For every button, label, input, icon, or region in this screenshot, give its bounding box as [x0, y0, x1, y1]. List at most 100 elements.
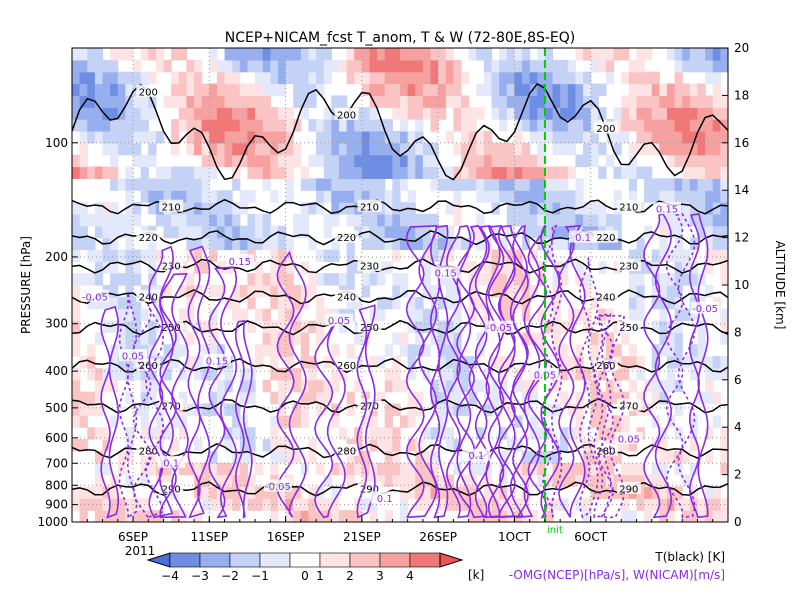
anomaly-cell	[293, 48, 302, 61]
anomaly-cell	[567, 213, 577, 227]
anomaly-cell	[560, 439, 569, 452]
anomaly-cell	[262, 332, 271, 345]
anomaly-cell	[697, 332, 706, 345]
vertical-motion-contour	[593, 313, 612, 519]
anomaly-cell	[598, 83, 607, 96]
anomaly-cell	[186, 273, 195, 286]
anomaly-cell	[522, 190, 531, 203]
anomaly-cell	[590, 95, 599, 108]
anomaly-cell	[674, 450, 683, 464]
anomaly-cell	[712, 415, 721, 428]
anomaly-cell	[285, 237, 294, 251]
anomaly-cell	[117, 48, 126, 61]
anomaly-cell	[125, 225, 134, 239]
anomaly-cell	[407, 439, 416, 452]
anomaly-cell	[270, 48, 279, 61]
anomaly-cell	[415, 498, 424, 511]
anomaly-cell	[636, 83, 645, 96]
anomaly-cell	[87, 403, 96, 416]
anomaly-cell	[575, 119, 584, 132]
anomaly-cell	[384, 296, 393, 310]
anomaly-cell	[186, 142, 195, 156]
anomaly-cell	[285, 48, 294, 61]
vertical-motion-contour	[665, 212, 696, 519]
anomaly-cell	[407, 308, 416, 322]
colorbar-segment	[409, 552, 441, 568]
vertical-motion-contour	[445, 224, 472, 519]
anomaly-cell	[171, 415, 180, 428]
anomaly-cell	[155, 462, 165, 476]
anomaly-cell	[262, 48, 271, 61]
anomaly-cell	[94, 95, 104, 108]
anomaly-cell	[110, 130, 119, 144]
anomaly-cell	[407, 59, 416, 73]
anomaly-cell	[400, 107, 409, 120]
anomaly-cell	[712, 486, 721, 499]
anomaly-cell	[438, 498, 447, 511]
anomaly-cell	[308, 367, 317, 381]
anomaly-cell	[102, 320, 111, 333]
anomaly-cell	[346, 166, 355, 179]
anomaly-cell	[712, 213, 721, 227]
anomaly-cell	[598, 213, 607, 227]
anomaly-cell	[407, 237, 416, 251]
anomaly-cell	[308, 237, 317, 251]
anomaly-cell	[682, 249, 691, 262]
anomaly-cell	[598, 462, 607, 476]
anomaly-cell	[544, 510, 554, 522]
anomaly-cell	[712, 95, 721, 108]
anomaly-cell	[361, 107, 371, 120]
anomaly-cell	[575, 356, 584, 369]
anomaly-cell	[499, 450, 508, 464]
anomaly-cell	[422, 166, 432, 179]
anomaly-cell	[346, 450, 355, 464]
anomaly-cell	[514, 213, 523, 227]
anomaly-cell	[499, 83, 508, 96]
anomaly-cell	[407, 486, 416, 499]
anomaly-cell	[361, 71, 371, 85]
anomaly-cell	[567, 462, 577, 476]
anomaly-cell	[659, 391, 668, 405]
anomaly-cell	[125, 71, 134, 85]
anomaly-cell	[491, 498, 500, 511]
anomaly-cell	[201, 130, 210, 144]
anomaly-cell	[178, 427, 188, 440]
anomaly-cell	[316, 403, 325, 416]
anomaly-cell	[117, 213, 126, 227]
anomaly-cell	[331, 190, 340, 203]
anomaly-cell	[194, 59, 203, 73]
anomaly-cell	[651, 249, 660, 262]
anomaly-cell	[110, 59, 119, 73]
anomaly-cell	[140, 379, 149, 393]
anomaly-cell	[621, 498, 630, 511]
anomaly-cell	[506, 190, 516, 203]
anomaly-cell	[651, 107, 660, 120]
anomaly-cell	[628, 308, 638, 322]
contour-label-bg	[136, 230, 161, 243]
anomaly-cell	[377, 439, 386, 452]
anomaly-cell	[384, 225, 393, 239]
anomaly-cell	[239, 450, 249, 464]
anomaly-cell	[285, 119, 294, 132]
anomaly-cell	[186, 308, 195, 322]
anomaly-cell	[537, 59, 546, 73]
anomaly-cell	[499, 498, 508, 511]
anomaly-cell	[133, 71, 142, 85]
temperature-contour-label: 200	[337, 110, 356, 121]
anomaly-cell	[224, 59, 233, 73]
anomaly-cell	[644, 486, 653, 499]
anomaly-cell	[270, 510, 279, 522]
anomaly-cell	[644, 95, 653, 108]
anomaly-cell	[560, 107, 569, 120]
anomaly-cell	[506, 249, 516, 262]
anomaly-cell	[186, 225, 195, 239]
anomaly-cell	[605, 415, 615, 428]
anomaly-cell	[689, 166, 699, 179]
anomaly-cell	[346, 178, 355, 191]
anomaly-cell	[400, 95, 409, 108]
temperature-contour-label: 240	[337, 292, 356, 303]
anomaly-cell	[621, 71, 630, 85]
anomaly-cell	[87, 213, 96, 227]
anomaly-cell	[583, 367, 592, 381]
anomaly-cell	[224, 95, 233, 108]
